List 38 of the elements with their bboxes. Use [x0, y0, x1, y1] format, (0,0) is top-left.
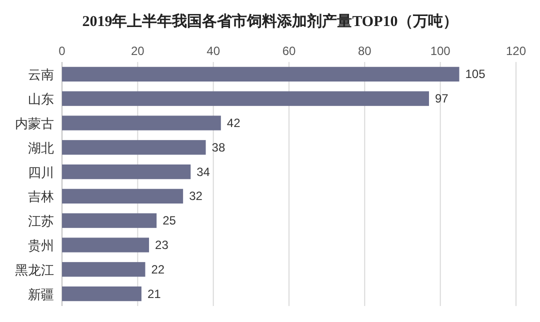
chart-title: 2019年上半年我国各省市饲料添加剂产量TOP10（万吨） — [82, 12, 458, 30]
data-label: 22 — [151, 262, 165, 276]
y-tick-label: 新疆 — [28, 286, 54, 302]
x-tick-label: 60 — [282, 44, 296, 58]
y-tick-label: 云南 — [28, 67, 54, 82]
y-tick-label: 内蒙古 — [15, 116, 54, 131]
bar — [62, 238, 150, 252]
data-label: 21 — [147, 286, 162, 301]
bar — [62, 213, 157, 228]
data-label: 42 — [226, 116, 241, 130]
y-tick-label: 四川 — [28, 164, 54, 180]
y-tick-label: 山东 — [28, 92, 54, 107]
data-label: 105 — [465, 67, 486, 82]
data-label: 32 — [189, 189, 203, 204]
bar — [62, 188, 184, 204]
y-tick-label: 贵州 — [28, 238, 54, 253]
x-tick-label: 120 — [506, 44, 526, 58]
x-tick-label: 0 — [58, 44, 66, 58]
data-label: 25 — [162, 214, 176, 228]
x-tick-label: 100 — [430, 44, 451, 58]
bar — [62, 91, 429, 106]
bar — [62, 66, 460, 82]
bar — [62, 140, 206, 155]
data-label: 97 — [434, 92, 449, 106]
y-tick-label: 黑龙江 — [15, 262, 54, 278]
bar — [62, 116, 221, 130]
data-label: 34 — [196, 164, 210, 179]
bar — [62, 286, 142, 302]
data-label: 23 — [155, 238, 169, 252]
x-tick-label: 20 — [130, 44, 145, 58]
y-tick-label: 湖北 — [28, 140, 54, 156]
y-tick-label: 江苏 — [28, 214, 54, 229]
data-label: 38 — [212, 140, 226, 154]
x-tick-label: 40 — [206, 44, 220, 58]
y-tick-label: 吉林 — [28, 189, 54, 204]
x-tick-label: 80 — [358, 44, 372, 58]
bar — [62, 262, 146, 277]
bar — [62, 164, 191, 180]
